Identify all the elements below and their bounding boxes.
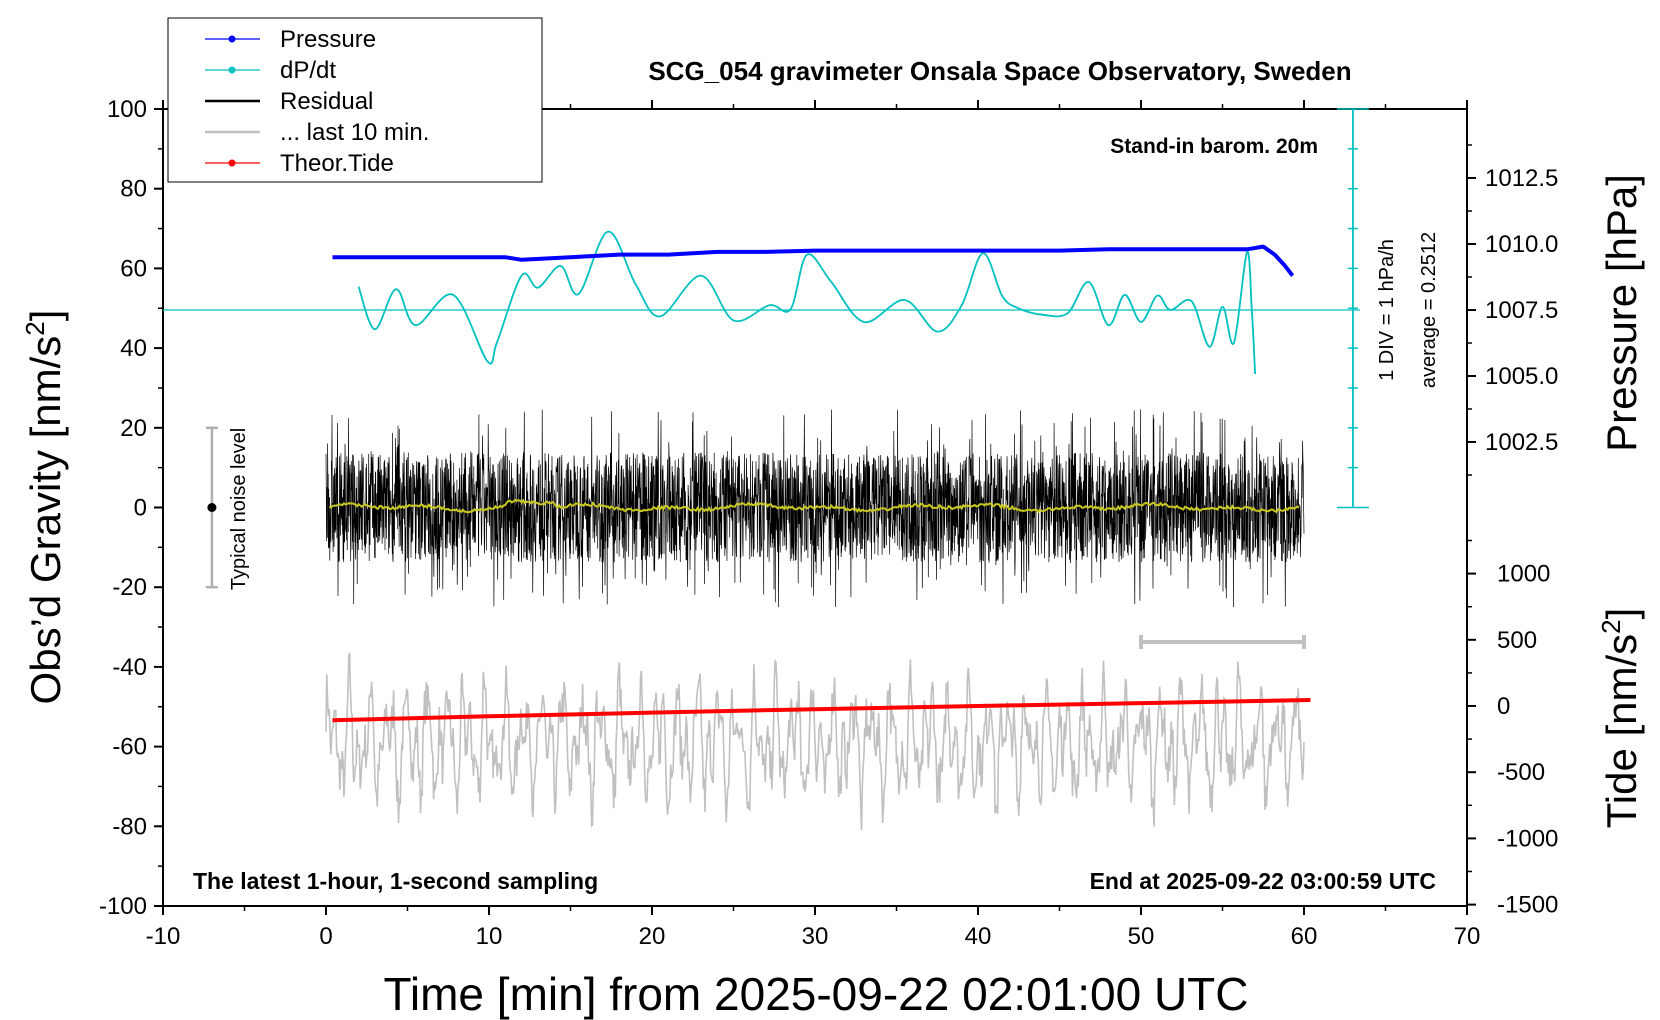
y-axis-right-tide-title: Tide [nm/s2] xyxy=(1596,608,1645,829)
x-axis-title: Time [min] from 2025-09-22 02:01:00 UTC xyxy=(384,968,1249,1020)
legend-marker-dpdt xyxy=(228,66,236,74)
x-tick-label: 70 xyxy=(1454,923,1481,950)
pressure-tick-label: 1010.0 xyxy=(1485,231,1558,258)
legend-label-dpdt: dP/dt xyxy=(280,57,336,84)
y-axis-left-title-end: ] xyxy=(22,310,69,322)
y-tick-label: -20 xyxy=(112,574,147,601)
y-axis-right-pressure-title: Pressure [hPa] xyxy=(1598,174,1645,452)
chart-title: SCG_054 gravimeter Onsala Space Observat… xyxy=(648,56,1351,86)
y-axis-left-title: Obs’d Gravity [nm/s2] xyxy=(20,310,69,705)
axis-ticks: -10 0 10 20 30 40 50 60 70100806040200-20-40-60-… xyxy=(99,96,1558,950)
y-tick-label: -60 xyxy=(112,734,147,761)
legend-entry-last-10-min: ... last 10 min. xyxy=(205,119,429,146)
y-tick-label: 0 xyxy=(134,495,147,522)
y-tick-label: -40 xyxy=(112,654,147,681)
tide-tick-label: 1000 xyxy=(1497,561,1550,588)
x-tick-label: 60 xyxy=(1291,923,1318,950)
series-residual-line xyxy=(325,409,1305,608)
dpdt-average-label: average = 0.2512 xyxy=(1418,232,1440,388)
tide-tick-label: -500 xyxy=(1497,759,1545,786)
legend-marker-theor-tide xyxy=(228,159,236,167)
legend-marker-pressure xyxy=(228,35,236,43)
series-theor-tide-line xyxy=(332,698,1311,723)
tide-tick-label: 500 xyxy=(1497,627,1537,654)
x-tick-label: 0 xyxy=(319,923,332,950)
y-tick-label: -100 xyxy=(99,893,147,920)
typical-noise-label: Typical noise level xyxy=(228,428,250,590)
noise-level-bar xyxy=(205,426,218,589)
y-axis-left-title-main: Obs’d Gravity [nm/s xyxy=(22,336,69,705)
legend-label-pressure: Pressure xyxy=(280,26,376,53)
legend-label-residual: Residual xyxy=(280,88,373,115)
pressure-tick-label: 1007.5 xyxy=(1485,297,1558,324)
y-tick-label: 40 xyxy=(120,335,147,362)
y-axis-right-tide-title-end: ] xyxy=(1598,608,1645,620)
legend: Pressure dP/dt Residual ... last 10 min.… xyxy=(167,17,543,183)
series-layer xyxy=(163,230,1360,831)
pressure-tick-label: 1005.0 xyxy=(1485,363,1558,390)
tide-tick-label: 0 xyxy=(1497,693,1510,720)
x-tick-label: 20 xyxy=(639,923,666,950)
x-tick-label: 40 xyxy=(965,923,992,950)
div-scale-label: 1 DIV = 1 hPa/h xyxy=(1376,239,1398,381)
x-tick-label: 30 xyxy=(802,923,829,950)
y-tick-label: 60 xyxy=(120,255,147,282)
tide-tick-label: -1000 xyxy=(1497,825,1558,852)
tide-tick-label: -1500 xyxy=(1497,892,1558,919)
x-tick-label: 50 xyxy=(1128,923,1155,950)
legend-label-last-10-min: ... last 10 min. xyxy=(280,119,429,146)
legend-entry-pressure: Pressure xyxy=(205,26,376,53)
y-tick-label: 100 xyxy=(107,96,147,123)
bottom-left-note: The latest 1-hour, 1-second sampling xyxy=(193,868,598,894)
y-tick-label: -80 xyxy=(112,813,147,840)
series-pressure-line xyxy=(332,244,1295,277)
y-axis-right-tide-title-sup: 2 xyxy=(1596,619,1626,633)
x-tick-label: 10 xyxy=(476,923,503,950)
y-axis-left-title-sup: 2 xyxy=(20,321,50,335)
y-tick-label: 80 xyxy=(120,176,147,203)
legend-label-theor-tide: Theor.Tide xyxy=(280,150,394,177)
legend-entry-residual: Residual xyxy=(205,88,373,115)
legend-entry-dpdt: dP/dt xyxy=(205,57,336,84)
pressure-tick-label: 1002.5 xyxy=(1485,429,1558,456)
stand-in-barometer-note: Stand-in barom. 20m xyxy=(1110,135,1318,158)
legend-entry-theor-tide: Theor.Tide xyxy=(205,150,394,177)
series-last-10-min-line xyxy=(325,652,1305,831)
noise-bar-center-dot xyxy=(207,503,217,512)
x-tick-label: -10 xyxy=(146,923,181,950)
bottom-right-note: End at 2025-09-22 03:00:59 UTC xyxy=(1090,868,1436,894)
series-residual-smoothed-line xyxy=(328,498,1300,514)
dpdt-scale-bar xyxy=(1336,108,1369,509)
y-axis-right-tide-title-main: Tide [nm/s xyxy=(1598,634,1645,829)
pressure-tick-label: 1012.5 xyxy=(1485,165,1558,192)
series-dpdt-line xyxy=(357,230,1256,375)
y-tick-label: 20 xyxy=(120,415,147,442)
